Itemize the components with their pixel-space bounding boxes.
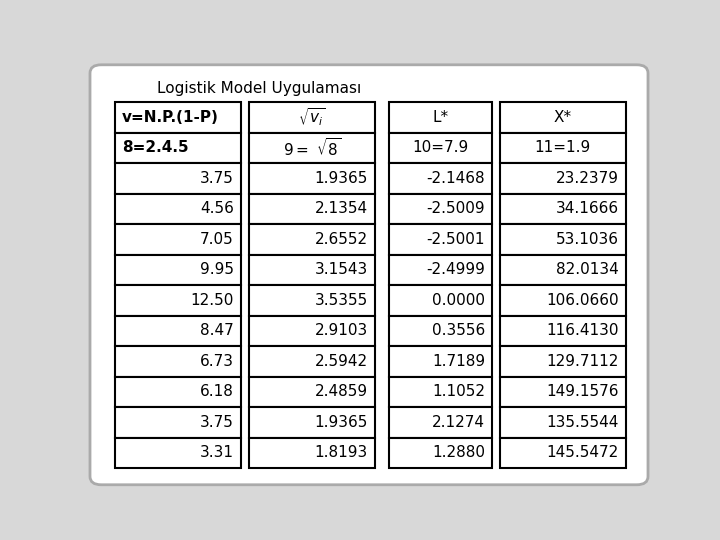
Text: 34.1666: 34.1666 xyxy=(556,201,619,217)
Bar xyxy=(389,377,492,407)
Text: 3.75: 3.75 xyxy=(200,171,234,186)
Bar xyxy=(389,255,492,285)
Text: X*: X* xyxy=(554,110,572,125)
Text: 3.5355: 3.5355 xyxy=(315,293,368,308)
Text: 1.9365: 1.9365 xyxy=(315,171,368,186)
Text: 129.7112: 129.7112 xyxy=(546,354,619,369)
Bar xyxy=(249,346,374,377)
Text: 10=7.9: 10=7.9 xyxy=(412,140,468,156)
Bar xyxy=(249,407,374,437)
Text: 145.5472: 145.5472 xyxy=(546,446,619,461)
Bar xyxy=(389,407,492,437)
Bar xyxy=(389,194,492,224)
Bar xyxy=(115,346,240,377)
Bar xyxy=(115,102,240,133)
Text: 3.1543: 3.1543 xyxy=(315,262,368,278)
Text: 2.5942: 2.5942 xyxy=(315,354,368,369)
Bar xyxy=(500,316,626,346)
Text: -2.5001: -2.5001 xyxy=(426,232,485,247)
Bar xyxy=(389,163,492,194)
Bar xyxy=(500,194,626,224)
Text: 2.9103: 2.9103 xyxy=(315,323,368,339)
Bar xyxy=(249,377,374,407)
Text: -2.4999: -2.4999 xyxy=(426,262,485,278)
Bar xyxy=(249,316,374,346)
Bar xyxy=(500,346,626,377)
Text: 1.7189: 1.7189 xyxy=(432,354,485,369)
Bar xyxy=(249,133,374,163)
Text: Logistik Model Uygulaması: Logistik Model Uygulaması xyxy=(157,82,361,97)
Text: 1.8193: 1.8193 xyxy=(315,446,368,461)
Text: 106.0660: 106.0660 xyxy=(546,293,619,308)
Bar xyxy=(389,285,492,316)
Bar xyxy=(389,133,492,163)
Text: 2.1274: 2.1274 xyxy=(432,415,485,430)
Text: 149.1576: 149.1576 xyxy=(546,384,619,400)
Bar xyxy=(500,255,626,285)
Bar xyxy=(249,224,374,255)
Text: 12.50: 12.50 xyxy=(191,293,234,308)
Bar xyxy=(500,377,626,407)
Bar xyxy=(389,346,492,377)
Text: -2.5009: -2.5009 xyxy=(426,201,485,217)
Bar xyxy=(389,102,492,133)
Bar xyxy=(115,407,240,437)
Text: 116.4130: 116.4130 xyxy=(546,323,619,339)
Text: 0.3556: 0.3556 xyxy=(432,323,485,339)
Bar xyxy=(249,437,374,468)
Bar xyxy=(115,163,240,194)
Bar xyxy=(249,102,374,133)
Text: 9.95: 9.95 xyxy=(200,262,234,278)
Bar xyxy=(389,224,492,255)
Text: 3.75: 3.75 xyxy=(200,415,234,430)
Text: 2.1354: 2.1354 xyxy=(315,201,368,217)
Text: 0.0000: 0.0000 xyxy=(432,293,485,308)
Bar xyxy=(500,437,626,468)
Bar xyxy=(500,285,626,316)
Bar xyxy=(500,133,626,163)
Text: 4.56: 4.56 xyxy=(200,201,234,217)
Bar xyxy=(249,285,374,316)
Bar xyxy=(500,224,626,255)
Bar xyxy=(500,163,626,194)
Bar xyxy=(115,194,240,224)
Bar xyxy=(500,407,626,437)
Text: 135.5544: 135.5544 xyxy=(546,415,619,430)
Text: 8=2.4.5: 8=2.4.5 xyxy=(122,140,189,156)
Text: $9=\ \sqrt{8}$: $9=\ \sqrt{8}$ xyxy=(283,137,341,159)
Text: 8.47: 8.47 xyxy=(200,323,234,339)
FancyBboxPatch shape xyxy=(90,65,648,485)
Text: 11=1.9: 11=1.9 xyxy=(535,140,591,156)
Bar xyxy=(115,133,240,163)
Text: 82.0134: 82.0134 xyxy=(557,262,619,278)
Text: -2.1468: -2.1468 xyxy=(426,171,485,186)
Bar xyxy=(115,316,240,346)
Bar xyxy=(115,255,240,285)
Bar xyxy=(389,316,492,346)
Text: v=N.P.(1-P): v=N.P.(1-P) xyxy=(122,110,219,125)
Bar xyxy=(249,255,374,285)
Text: 3.31: 3.31 xyxy=(200,446,234,461)
Bar xyxy=(115,437,240,468)
Text: 23.2379: 23.2379 xyxy=(556,171,619,186)
Text: 1.2880: 1.2880 xyxy=(432,446,485,461)
Text: 1.1052: 1.1052 xyxy=(432,384,485,400)
Bar xyxy=(249,163,374,194)
Text: 1.9365: 1.9365 xyxy=(315,415,368,430)
Text: 53.1036: 53.1036 xyxy=(556,232,619,247)
Bar xyxy=(500,102,626,133)
Text: 2.6552: 2.6552 xyxy=(315,232,368,247)
Bar xyxy=(115,285,240,316)
Text: $\sqrt{v_i}$: $\sqrt{v_i}$ xyxy=(298,107,325,128)
Text: 6.73: 6.73 xyxy=(200,354,234,369)
Bar xyxy=(249,194,374,224)
Text: 2.4859: 2.4859 xyxy=(315,384,368,400)
Text: L*: L* xyxy=(432,110,449,125)
Bar xyxy=(389,437,492,468)
Bar xyxy=(115,224,240,255)
Text: 6.18: 6.18 xyxy=(200,384,234,400)
Text: 7.05: 7.05 xyxy=(200,232,234,247)
Bar xyxy=(115,377,240,407)
